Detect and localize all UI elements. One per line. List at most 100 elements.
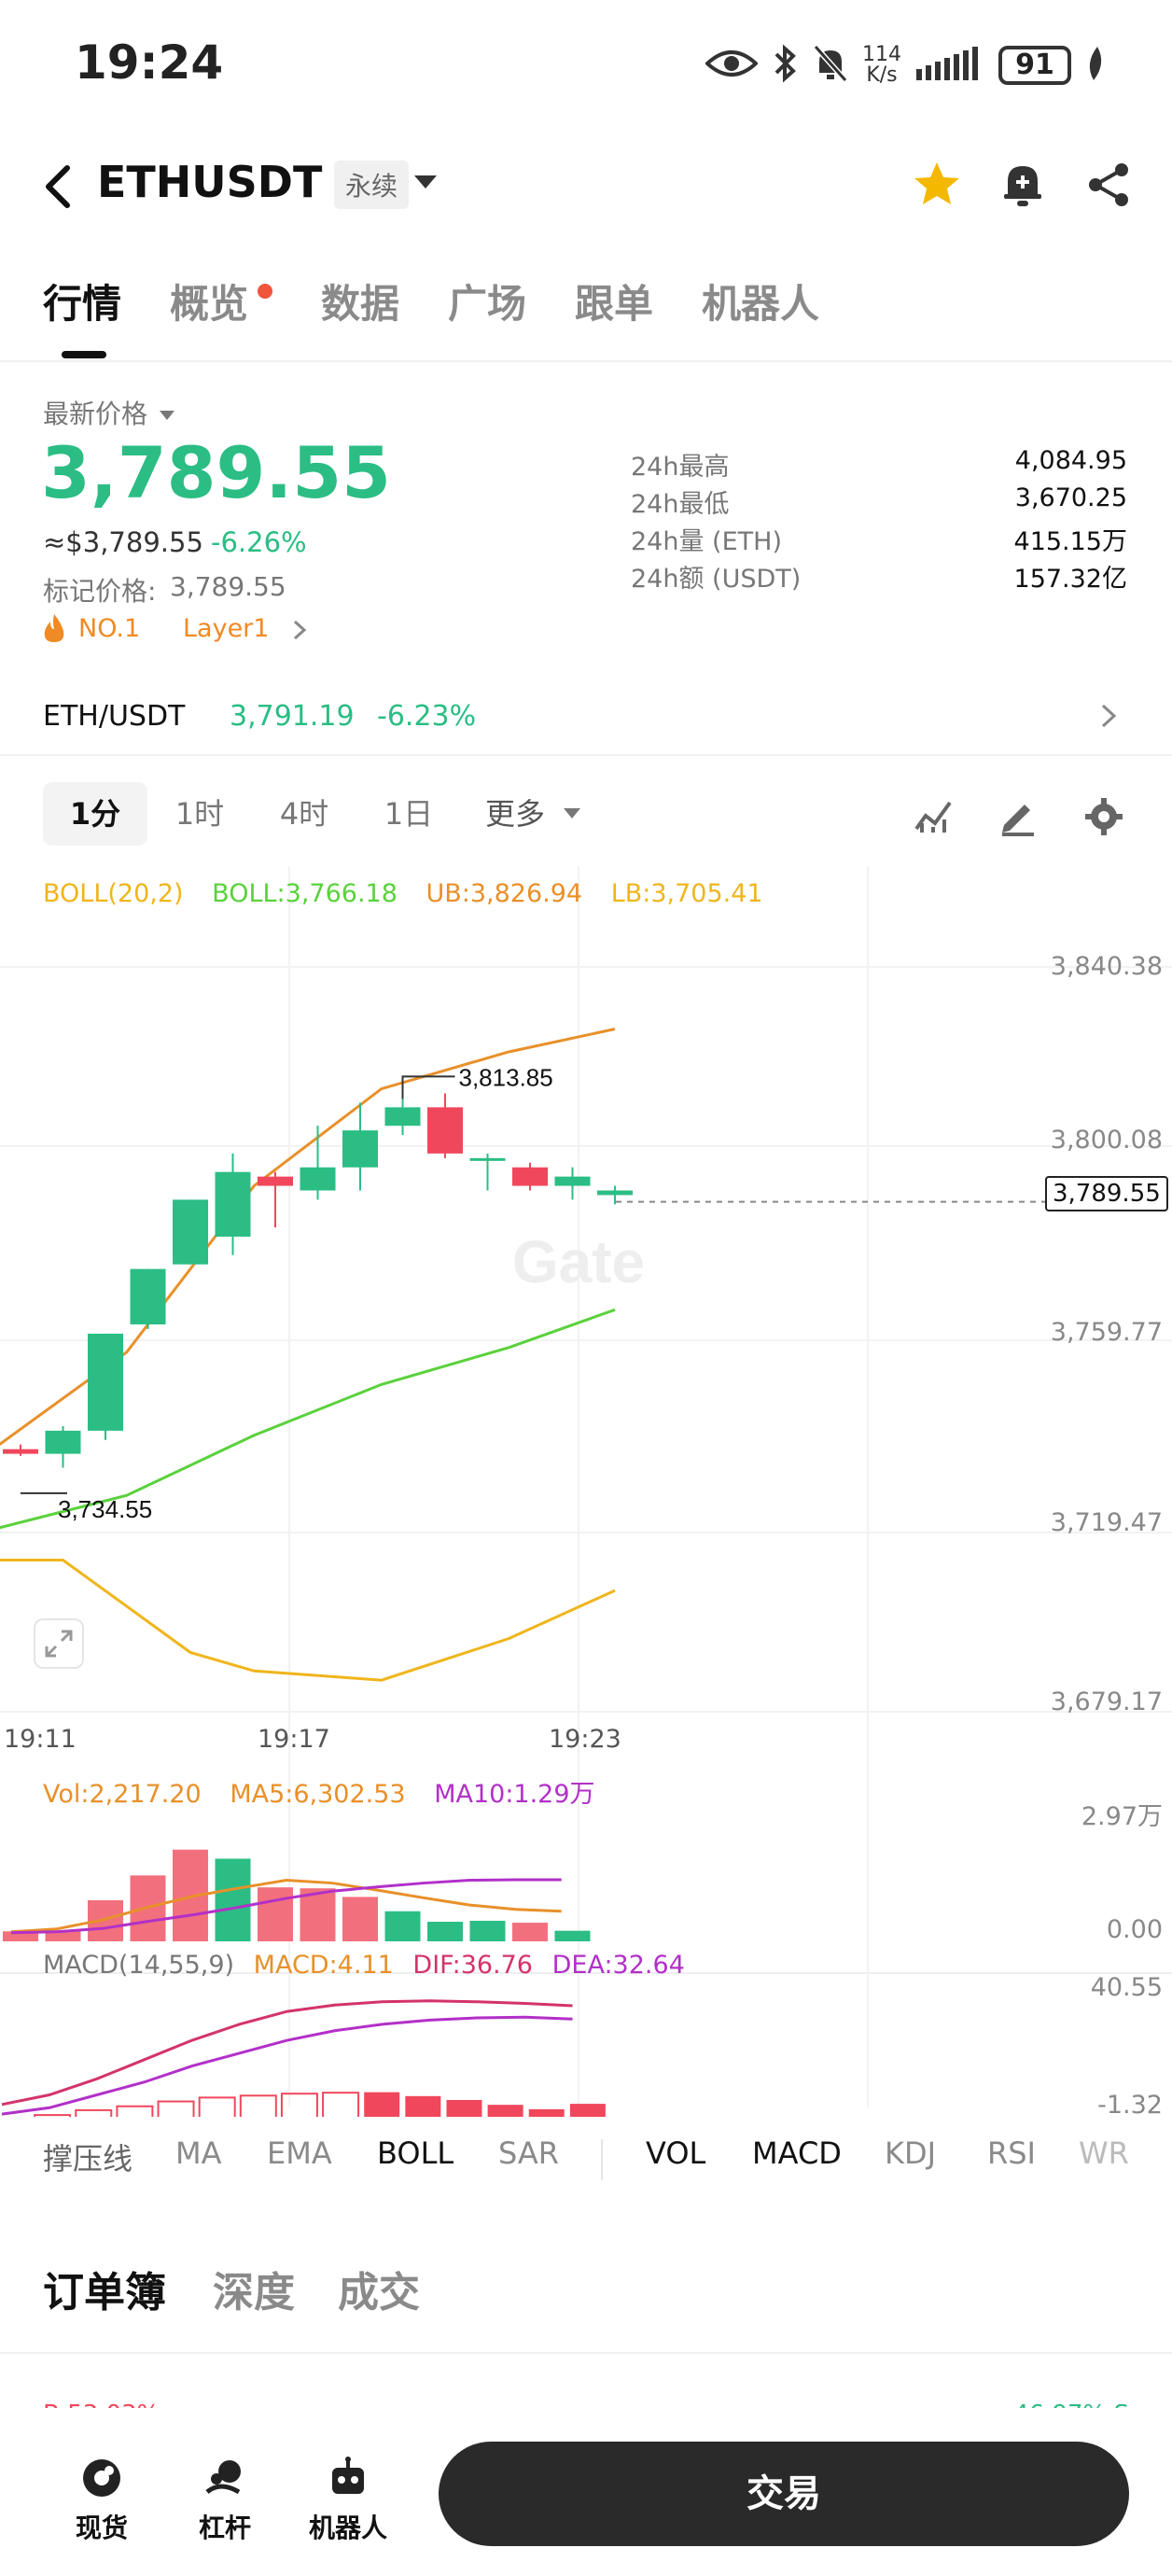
vol-ma5: MA5:6,302.53 <box>230 1780 406 1809</box>
tab-copy-trading[interactable]: 跟单 <box>575 281 654 327</box>
y-tick-label: 3,759.77 <box>1050 1318 1163 1347</box>
tab-bots[interactable]: 机器人 <box>702 281 820 327</box>
net-speed-unit: K/s <box>866 63 898 87</box>
macd-histogram-bar <box>487 2105 523 2124</box>
bell-plus-icon[interactable] <box>995 157 1051 213</box>
watermark: Gate <box>512 1228 645 1295</box>
caret-down-icon[interactable] <box>564 808 580 819</box>
tab-trades[interactable]: 成交 <box>338 2269 420 2317</box>
y-tick-label: 3,679.17 <box>1050 1687 1163 1716</box>
contract-type-badge[interactable]: 永续 <box>334 161 410 209</box>
nav-spot[interactable]: 现货 <box>50 2455 153 2545</box>
rank-badge[interactable]: NO.1 <box>78 614 141 643</box>
battery-icon: 91 <box>998 46 1071 85</box>
ind-support-resistance[interactable]: 撑压线 <box>43 2141 133 2177</box>
ind-sar[interactable]: SAR <box>498 2135 560 2171</box>
candle-body <box>427 1107 463 1154</box>
volume-bar <box>554 1930 591 1941</box>
chart-area[interactable]: Gate 3,813.85 3,734.55 <box>0 866 1172 2125</box>
share-icon[interactable] <box>1081 157 1137 213</box>
fire-icon <box>41 612 67 644</box>
candle-body <box>554 1176 591 1186</box>
interval-1h[interactable]: 1时 <box>174 796 225 832</box>
macd-histogram-bar <box>157 2100 195 2125</box>
volume-ma10-line <box>10 1878 562 1935</box>
boll-line-boll <box>0 1308 616 1530</box>
divider <box>601 2139 603 2180</box>
macd-y-tick: -1.32 <box>1097 2091 1163 2120</box>
robot-icon <box>332 2457 364 2494</box>
interval-bar: 1分 1时 4时 1日 更多 <box>0 775 1172 849</box>
boll-legend: BOLL(20,2) BOLL:3,766.18 UB:3,826.94 LB:… <box>43 879 763 908</box>
stat-val-high: 4,084.95 <box>1014 446 1127 475</box>
ind-boll[interactable]: BOLL <box>377 2135 454 2171</box>
approx-usd-price: ≈$3,789.55 <box>43 526 203 558</box>
macd-histogram-bar <box>198 2096 236 2125</box>
chart-grid <box>0 866 1172 2107</box>
orderbook-tabs: 订单簿 深度 成交 <box>0 2259 1172 2352</box>
category-tag[interactable]: Layer1 <box>183 614 270 643</box>
spot-pair-row[interactable]: ETH/USDT 3,791.19 -6.23% <box>0 681 1172 756</box>
tab-data[interactable]: 数据 <box>321 281 400 327</box>
volume-bar <box>258 1887 293 1941</box>
candle-body <box>384 1107 421 1127</box>
leaf-icon <box>1084 45 1107 86</box>
latest-price-label-text: 最新价格 <box>43 399 148 429</box>
tab-depth[interactable]: 深度 <box>213 2269 295 2317</box>
interval-4h[interactable]: 4时 <box>279 796 329 832</box>
nav-bot-label: 机器人 <box>308 2513 387 2543</box>
vol-y-tick: 2.97万 <box>1081 1802 1163 1831</box>
latest-price-label[interactable]: 最新价格 <box>43 394 174 431</box>
status-bar: 19:24 114 K/s 91 <box>0 0 1172 131</box>
interval-more[interactable]: 更多 <box>484 796 545 832</box>
ind-kdj[interactable]: KDJ <box>885 2135 937 2171</box>
tab-square[interactable]: 广场 <box>448 281 527 327</box>
ind-wr[interactable]: WR <box>1079 2135 1129 2171</box>
chevron-right-icon[interactable] <box>291 616 308 644</box>
interval-1d[interactable]: 1日 <box>384 796 434 832</box>
volume-ma5-line <box>10 1878 562 1934</box>
macd-histogram-bar <box>528 2108 565 2124</box>
ind-ma[interactable]: MA <box>175 2135 222 2171</box>
volume-bar <box>512 1923 548 1941</box>
macd-histogram-bar <box>364 2092 400 2124</box>
net-speed: 114 K/s <box>862 45 901 86</box>
draw-pen-icon[interactable] <box>997 795 1039 838</box>
margin-icon <box>205 2460 241 2495</box>
ind-rsi[interactable]: RSI <box>987 2135 1036 2171</box>
tab-orderbook[interactable]: 订单簿 <box>43 2269 166 2317</box>
stat-key-low: 24h最低 <box>631 490 730 519</box>
candlestick-plot: 3,813.85 3,734.55 <box>0 1028 1045 1682</box>
nav-bot[interactable]: 机器人 <box>297 2455 399 2545</box>
price-change: -6.26% <box>211 526 307 558</box>
symbol-title[interactable]: ETHUSDT <box>97 157 323 207</box>
ind-vol[interactable]: VOL <box>646 2135 706 2171</box>
volume-bar <box>45 1930 81 1941</box>
ind-ema[interactable]: EMA <box>267 2135 332 2171</box>
volume-bar <box>342 1897 378 1941</box>
ind-macd[interactable]: MACD <box>752 2135 842 2171</box>
tab-overview[interactable]: 概览 <box>170 281 249 327</box>
tab-market[interactable]: 行情 <box>43 281 122 327</box>
trade-button[interactable]: 交易 <box>439 2442 1129 2546</box>
macd-dea-line <box>1 2015 573 2116</box>
candle-body <box>173 1199 208 1265</box>
macd-dif: DIF:36.76 <box>412 1951 533 1980</box>
spot-icon <box>83 2459 120 2497</box>
expand-chart-button[interactable] <box>34 1618 84 1669</box>
y-tick-label: 3,719.47 <box>1050 1508 1163 1537</box>
stat-val-turnover: 157.32亿 <box>1013 565 1127 594</box>
indicator-icon[interactable] <box>913 795 956 838</box>
volume-bar <box>427 1922 463 1941</box>
candle-body <box>215 1171 251 1237</box>
current-price-tag: 3,789.55 <box>1045 1176 1168 1211</box>
star-icon[interactable] <box>909 157 965 213</box>
settings-gear-icon[interactable] <box>1082 795 1125 838</box>
volume-bar <box>215 1858 251 1941</box>
caret-down-icon[interactable] <box>414 175 437 189</box>
interval-1m[interactable]: 1分 <box>43 782 147 846</box>
kline-chart[interactable]: Gate 3,813.85 3,734.55 <box>0 866 1172 2125</box>
volume-bar <box>469 1920 506 1941</box>
nav-margin[interactable]: 杠杆 <box>174 2455 276 2545</box>
back-button[interactable] <box>35 159 82 215</box>
